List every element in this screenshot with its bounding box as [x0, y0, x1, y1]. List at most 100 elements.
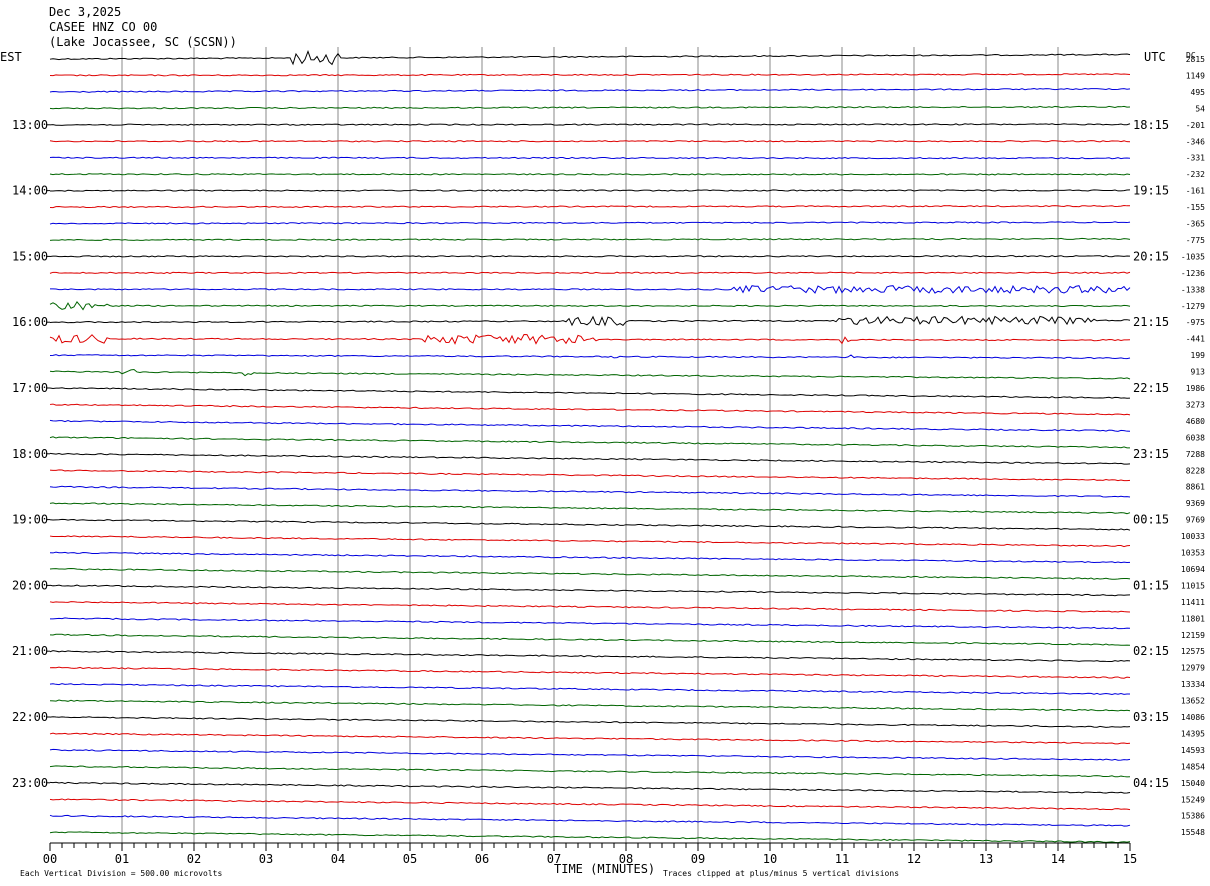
trace-row — [49, 469, 1131, 482]
trace-row — [49, 683, 1131, 696]
trace-row — [49, 732, 1131, 745]
seismic-traces — [49, 50, 1131, 844]
trace-row — [49, 436, 1131, 449]
trace-row — [49, 105, 1131, 110]
dc-offset-value: -1035 — [1181, 252, 1205, 261]
dc-offset-value: 13652 — [1181, 697, 1205, 706]
dc-offset-value: -975 — [1186, 318, 1205, 327]
left-hour-label: 22:00 — [12, 710, 48, 724]
dc-offset-value: 12575 — [1181, 647, 1205, 656]
left-hour-label: 16:00 — [12, 315, 48, 329]
dc-offset-value: 10033 — [1181, 532, 1205, 541]
x-tick-label: 04 — [331, 852, 345, 866]
dc-offset-value: 8228 — [1186, 466, 1205, 475]
station-title: CASEE HNZ CO 00 — [49, 20, 157, 34]
trace-row — [49, 485, 1131, 498]
dc-offset-value: -232 — [1186, 170, 1205, 179]
dc-offset-value: -331 — [1186, 154, 1205, 163]
dc-offset-value: -155 — [1186, 203, 1205, 212]
left-hour-label: 18:00 — [12, 447, 48, 461]
dc-offset-value: 14593 — [1181, 746, 1205, 755]
trace-row — [49, 765, 1131, 778]
dc-offset-value: -775 — [1186, 236, 1205, 245]
trace-row — [49, 271, 1131, 274]
trace-row — [49, 633, 1131, 646]
right-hour-label: 00:15 — [1133, 513, 1169, 527]
dc-offset-value: 15548 — [1181, 828, 1205, 837]
right-hour-label: 23:15 — [1133, 447, 1169, 461]
x-tick-label: 01 — [115, 852, 129, 866]
trace-row — [49, 204, 1131, 209]
trace-row — [49, 617, 1131, 630]
trace-row — [49, 584, 1131, 597]
hour-labels: 13:00 14:00 15:00 16:00 17:00 18:00 19:00 20:00… — [12, 118, 1169, 790]
x-tick-label: 02 — [187, 852, 201, 866]
trace-row — [49, 419, 1131, 432]
dc-offset-value: 15040 — [1181, 779, 1205, 788]
trace-row — [49, 403, 1131, 416]
dc-offset-value: 10353 — [1181, 549, 1205, 558]
left-hour-label: 21:00 — [12, 644, 48, 658]
left-hour-label: 20:00 — [12, 578, 48, 592]
trace-row — [49, 354, 1131, 360]
trace-row — [49, 140, 1131, 143]
dc-offset-value: 15249 — [1181, 795, 1205, 804]
trace-row — [49, 255, 1131, 258]
trace-row — [49, 50, 1131, 66]
dc-offset-value: 11801 — [1181, 614, 1205, 623]
x-tick-label: 08 — [619, 852, 633, 866]
dc-offset-labels: 2815 1149 495 54 -201 -346 -331 -232 -161 -155 -36… — [1181, 55, 1205, 837]
right-hour-label: 02:15 — [1133, 644, 1169, 658]
dc-header-label: DC — [1186, 51, 1196, 60]
right-timezone-label: UTC — [1144, 50, 1166, 64]
dc-offset-value: 10694 — [1181, 565, 1205, 574]
x-tick-label: 14 — [1051, 852, 1065, 866]
trace-row — [49, 502, 1131, 515]
trace-row — [49, 650, 1131, 662]
dc-offset-value: 12159 — [1181, 631, 1205, 640]
left-timezone-label: EST — [0, 50, 22, 64]
trace-row — [49, 156, 1131, 160]
trace-row — [49, 716, 1131, 728]
dc-offset-value: -1279 — [1181, 302, 1205, 311]
dc-offset-value: -1236 — [1181, 269, 1205, 278]
trace-row — [49, 123, 1131, 126]
plot-date: Dec 3,2025 — [49, 5, 121, 19]
trace-row — [49, 221, 1131, 225]
dc-offset-value: 1986 — [1186, 384, 1205, 393]
trace-row — [49, 814, 1131, 827]
dc-offset-value: 2815 — [1186, 55, 1205, 64]
x-tick-label: 15 — [1123, 852, 1137, 866]
x-tick-label: 13 — [979, 852, 993, 866]
x-tick-label: 10 — [763, 852, 777, 866]
dc-offset-value: 6038 — [1186, 433, 1205, 442]
x-tick-label: 07 — [547, 852, 561, 866]
dc-offset-value: -161 — [1186, 187, 1205, 196]
dc-offset-value: 11411 — [1181, 598, 1205, 607]
dc-offset-value: 9369 — [1186, 499, 1205, 508]
trace-row — [49, 699, 1131, 712]
trace-row — [49, 601, 1131, 613]
dc-offset-value: 14854 — [1181, 762, 1205, 771]
right-hour-label: 04:15 — [1133, 776, 1169, 790]
dc-offset-value: 8861 — [1186, 483, 1205, 492]
right-hour-label: 19:15 — [1133, 184, 1169, 198]
trace-row — [49, 189, 1131, 192]
dc-offset-value: 4680 — [1186, 417, 1205, 426]
dc-offset-value: 13334 — [1181, 680, 1205, 689]
right-hour-label: 01:15 — [1133, 578, 1169, 592]
dc-offset-value: 14086 — [1181, 713, 1205, 722]
dc-offset-value: -365 — [1186, 220, 1205, 229]
dc-offset-value: 495 — [1191, 88, 1206, 97]
dc-offset-value: 7288 — [1186, 450, 1205, 459]
station-location: (Lake Jocassee, SC (SCSN)) — [49, 35, 237, 49]
dc-offset-value: 3273 — [1186, 400, 1205, 409]
trace-row — [49, 173, 1131, 176]
right-hour-label: 22:15 — [1133, 381, 1169, 395]
time-grid — [121, 47, 1059, 843]
x-tick-label: 09 — [691, 852, 705, 866]
dc-offset-value: 913 — [1191, 368, 1206, 377]
x-tick-label: 06 — [475, 852, 489, 866]
trace-row — [49, 387, 1131, 399]
